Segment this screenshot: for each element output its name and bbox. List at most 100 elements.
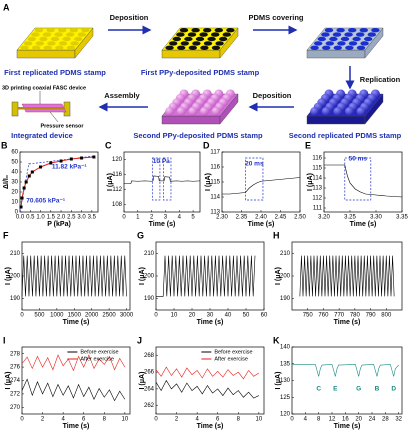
y-axis-label: I (μA) [275, 372, 282, 390]
dot [215, 41, 224, 46]
point [27, 174, 31, 178]
x-tick-label: 750 [303, 313, 314, 319]
x-axis-label: P (kPa) [47, 221, 71, 228]
dot [188, 45, 197, 50]
dot [74, 36, 83, 42]
y-tick-label: 125 [280, 395, 291, 401]
device-label: Pressure sensor [40, 123, 84, 129]
point [39, 165, 43, 169]
x-tick-label: 10 [256, 417, 263, 423]
panel-label: I [3, 335, 6, 345]
y-axis-label: I (μA) [107, 173, 114, 191]
plot-frame [323, 151, 403, 213]
x-tick-label: 5 [191, 215, 195, 221]
x-tick-label: 20 [189, 313, 196, 319]
dot [325, 41, 334, 46]
y-tick-label: 266 [144, 370, 155, 376]
x-tick-label: 4 [61, 417, 65, 423]
dot [207, 36, 216, 42]
annotation: 11.82 kPa⁻¹ [52, 164, 87, 171]
dot [35, 41, 44, 46]
dot [55, 45, 64, 50]
dot [324, 28, 334, 33]
x-tick-label: 3.5 [88, 215, 97, 221]
dot [184, 36, 193, 42]
panel-label: A [3, 2, 10, 12]
y-tick-label: 116 [210, 165, 220, 171]
dot [332, 32, 342, 37]
x-tick-label: 2 [41, 417, 45, 423]
dot [66, 32, 75, 37]
dot [70, 41, 79, 46]
dot [345, 45, 354, 50]
x-tick-label: 32 [395, 417, 402, 423]
x-axis-label: Time (s) [63, 319, 90, 326]
legend-label: After exercise [80, 356, 114, 362]
x-tick-label: 24 [369, 417, 376, 423]
x-tick-label: 16 [342, 417, 349, 423]
point [80, 156, 84, 160]
dot [165, 45, 174, 50]
dome [211, 107, 221, 116]
x-tick-label: 8 [103, 417, 107, 423]
y-tick-label: 200 [10, 274, 21, 280]
plot-frame [21, 241, 131, 311]
dot [20, 45, 29, 50]
dot [169, 41, 178, 46]
y-tick-label: 50 [11, 160, 18, 166]
annotation: 70.605 kPa⁻¹ [26, 198, 65, 205]
y-tick-label: 262 [144, 403, 155, 409]
x-tick-label: 0 [154, 313, 158, 319]
highlight-box [163, 157, 172, 201]
dot [321, 32, 330, 37]
plot-frame [155, 241, 265, 311]
panel-label: B [1, 140, 8, 150]
dot [31, 32, 40, 37]
dot [219, 36, 228, 42]
x-tick-label: 0 [20, 313, 24, 319]
dot [176, 32, 185, 37]
dot [81, 28, 90, 33]
y-tick-label: 20 [11, 190, 18, 196]
point [69, 157, 73, 161]
highlight-box [245, 157, 264, 201]
dot [211, 32, 220, 37]
point [20, 196, 24, 200]
x-tick-label: 2.50 [294, 215, 306, 221]
highlight-box [344, 157, 372, 201]
step-label: Deposition [253, 91, 292, 100]
panel-label: C [105, 140, 112, 150]
panel-label: J [137, 335, 142, 345]
dot [191, 28, 200, 33]
dot [43, 45, 52, 50]
dot [50, 36, 60, 42]
dome [321, 107, 331, 116]
dot [177, 45, 186, 50]
y-tick-label: 276 [10, 365, 21, 371]
y-tick-label: 111 [313, 206, 323, 212]
point [19, 205, 23, 209]
series-line [292, 364, 399, 377]
plot-frame [291, 346, 403, 415]
step-label: Assembly [104, 91, 140, 100]
x-tick-label: 10 [122, 417, 129, 423]
dot [203, 41, 213, 46]
step-label: PDMS covering [248, 13, 303, 22]
x-tick-label: 4 [178, 215, 182, 221]
y-tick-label: 140 [280, 345, 291, 351]
y-tick-label: 114 [210, 195, 220, 201]
plot-frame [123, 151, 201, 213]
annotation: 10 Pa [153, 158, 170, 165]
dot [336, 28, 345, 33]
dot [310, 45, 319, 50]
panel-label: E [305, 140, 311, 150]
dot [359, 28, 368, 33]
dot [337, 41, 346, 46]
x-tick-label: 1 [136, 215, 140, 221]
dot [329, 36, 338, 42]
y-tick-label: 270 [10, 405, 21, 411]
dot [222, 32, 231, 37]
x-axis-label: Time (s) [197, 423, 224, 430]
x-tick-label: 3.25 [344, 215, 356, 221]
x-tick-label: 6 [216, 417, 220, 423]
